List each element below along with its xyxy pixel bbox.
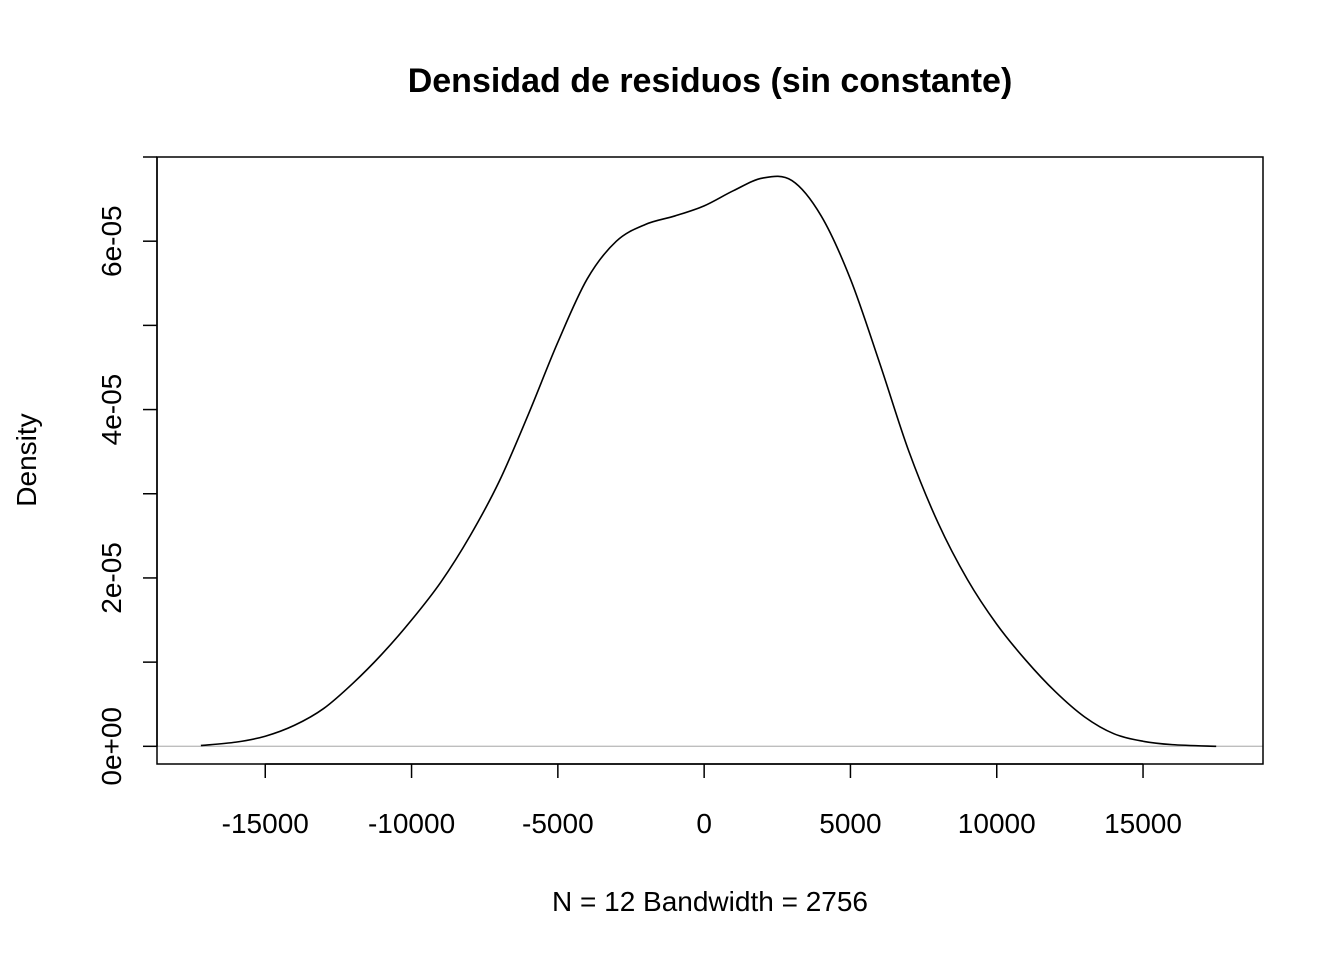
y-tick-label: 6e-05: [96, 205, 127, 277]
x-tick-label: -10000: [368, 808, 455, 839]
density-curve: [200, 175, 1217, 748]
y-tick-label: 2e-05: [96, 542, 127, 614]
x-axis-label: N = 12 Bandwidth = 2756: [552, 886, 868, 917]
x-tick-label: 5000: [819, 808, 881, 839]
y-tick-label: 0e+00: [96, 707, 127, 786]
y-axis-label: Density: [11, 413, 42, 506]
y-tick-label: 4e-05: [96, 374, 127, 446]
x-tick-label: 10000: [958, 808, 1036, 839]
x-tick-label: 0: [696, 808, 712, 839]
plot-area: -15000 -10000 -5000 0 5000 10000 15000 0e+00 2e-…: [96, 156, 1264, 839]
plot-frame: [156, 156, 1264, 765]
chart-title: Densidad de residuos (sin constante): [408, 62, 1013, 100]
x-tick-label: -15000: [222, 808, 309, 839]
x-tick-label: 15000: [1104, 808, 1182, 839]
x-tick-label: -5000: [522, 808, 594, 839]
